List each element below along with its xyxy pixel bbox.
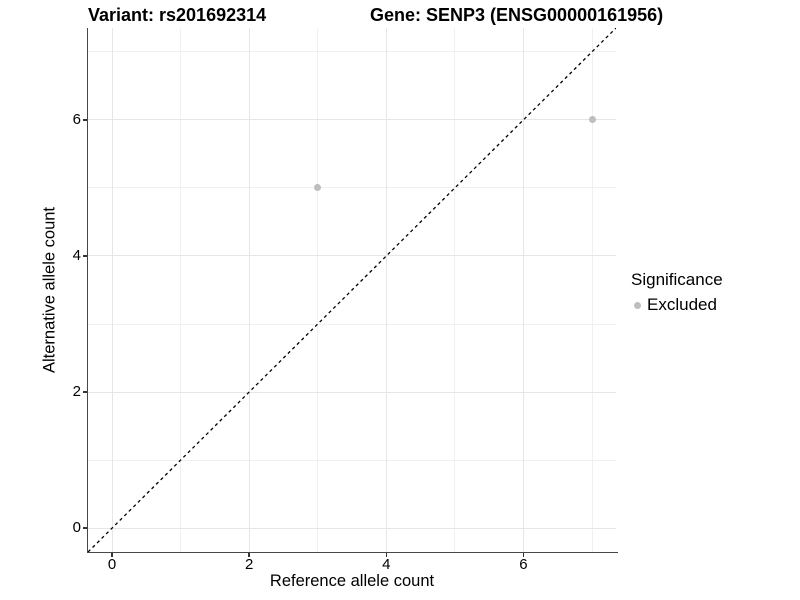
identity-dashed-line: [88, 28, 616, 552]
y-tick-label: 6: [72, 110, 81, 128]
y-major-gridline: [88, 119, 616, 121]
y-tick-label: 4: [72, 246, 81, 264]
legend-title: Significance: [631, 270, 723, 289]
y-tick-mark: [82, 255, 87, 257]
y-minor-gridline: [88, 459, 616, 461]
x-tick-mark: [385, 553, 388, 557]
x-minor-gridline: [591, 28, 593, 552]
x-major-gridline: [385, 28, 387, 552]
legend: Significance Excluded: [631, 270, 723, 315]
y-minor-gridline: [88, 323, 616, 325]
x-axis-line: [86, 551, 618, 553]
y-major-gridline: [88, 527, 616, 529]
legend-item-label: Excluded: [647, 295, 717, 314]
plot-title-variant: Variant: rs201692314: [88, 5, 267, 25]
legend-point-icon: [634, 301, 641, 309]
y-tick-label: 2: [72, 383, 81, 401]
x-tick-mark: [111, 553, 113, 557]
y-major-gridline: [88, 391, 616, 393]
data-point: [314, 184, 322, 192]
x-minor-gridline: [454, 28, 456, 552]
legend-item-excluded: Excluded: [631, 295, 723, 315]
x-tick-label: 2: [244, 556, 254, 573]
y-axis-line: [86, 28, 88, 553]
y-tick-mark: [82, 527, 87, 529]
plot-title-gene: Gene: SENP3 (ENSG00000161956): [370, 5, 664, 25]
x-tick-label: 6: [519, 556, 528, 573]
y-tick-mark: [82, 391, 87, 393]
x-tick-label: 0: [107, 556, 117, 573]
x-minor-gridline: [317, 28, 319, 552]
x-tick-mark: [248, 553, 250, 557]
x-tick-mark: [522, 553, 525, 557]
x-major-gridline: [522, 28, 524, 552]
x-tick-label: 4: [382, 556, 391, 573]
data-point: [588, 116, 596, 124]
y-tick-mark: [82, 119, 87, 121]
y-tick-label: 0: [72, 519, 81, 537]
y-minor-gridline: [88, 187, 616, 189]
y-major-gridline: [88, 255, 616, 257]
x-major-gridline: [248, 28, 250, 552]
x-major-gridline: [111, 28, 113, 552]
y-minor-gridline: [88, 51, 616, 53]
plot-panel: [88, 28, 616, 552]
x-minor-gridline: [180, 28, 182, 552]
x-axis-title: Reference allele count: [269, 572, 435, 590]
